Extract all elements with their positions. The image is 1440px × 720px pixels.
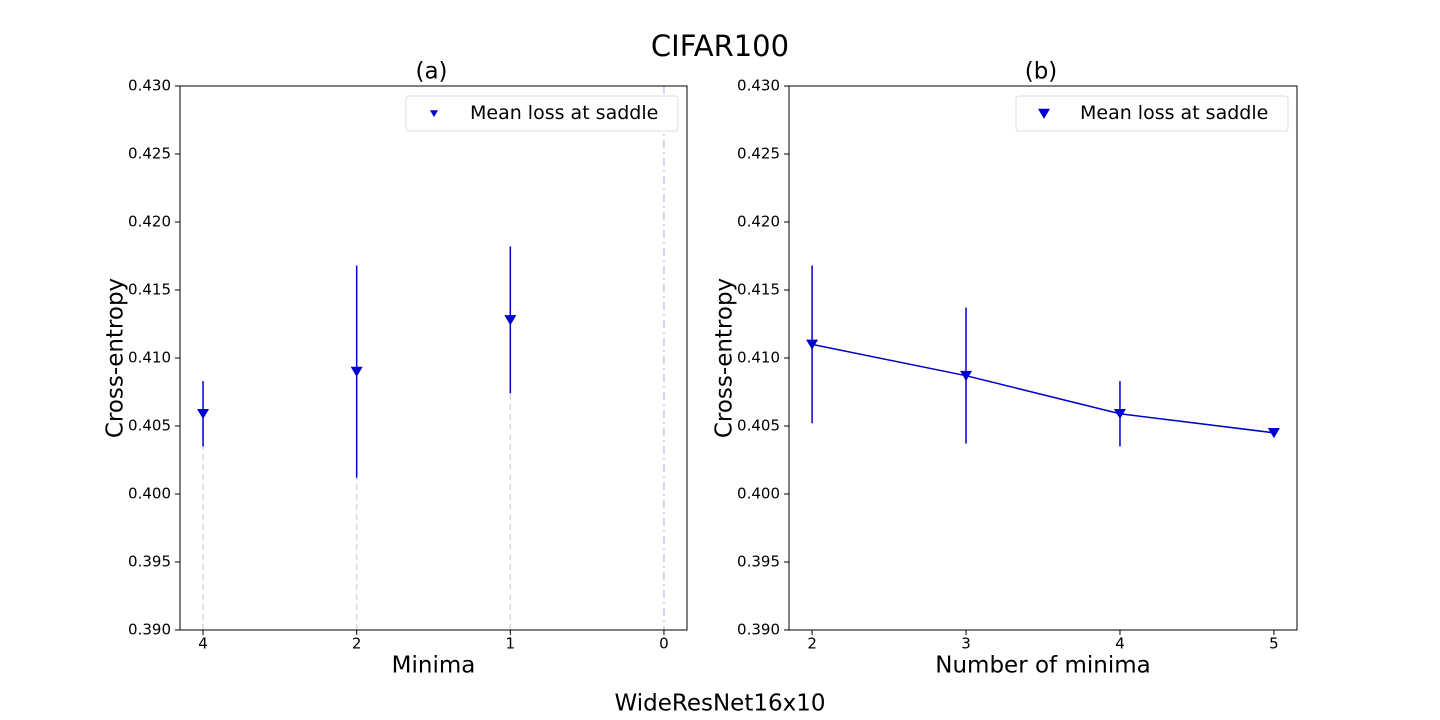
plot-frame: [179, 85, 688, 631]
x-tick-label: 4: [1115, 635, 1125, 653]
marker: [350, 366, 363, 377]
marker: [1113, 408, 1126, 420]
y-tick-label: 0.430: [737, 77, 780, 95]
marker: [197, 408, 210, 420]
marker: [806, 339, 819, 350]
legend-label: Mean loss at saddle: [1080, 102, 1268, 124]
x-tick-label: 5: [1269, 635, 1279, 653]
marker: [1267, 428, 1280, 439]
y-tick-label: 0.420: [128, 213, 171, 231]
y-axis-label: Cross-entropy: [103, 278, 129, 438]
y-tick-label: 0.415: [737, 281, 780, 299]
y-tick-label: 0.410: [128, 349, 171, 367]
legend-marker: [430, 110, 438, 118]
series-line: [811, 343, 1275, 434]
figure-title: CIFAR100: [651, 29, 789, 63]
x-tick-label: 2: [352, 635, 362, 653]
y-tick-label: 0.405: [737, 417, 780, 435]
legend-marker: [1038, 108, 1050, 119]
legend-box: [1015, 95, 1289, 132]
y-tick-label: 0.390: [128, 621, 171, 639]
figure-caption: WideResNet16x10: [615, 691, 826, 717]
y-tick-label: 0.415: [128, 281, 171, 299]
y-tick-label: 0.430: [128, 77, 171, 95]
x-tick-label: 0: [659, 635, 669, 653]
x-tick-label: 1: [506, 635, 516, 653]
x-axis-label: Number of minima: [935, 653, 1150, 679]
marker: [960, 370, 973, 382]
x-tick-label: 3: [961, 635, 971, 653]
marker: [504, 315, 517, 326]
y-tick-label: 0.395: [737, 553, 780, 571]
y-tick-label: 0.400: [128, 485, 171, 503]
y-tick-label: 0.425: [737, 145, 780, 163]
y-tick-label: 0.420: [737, 213, 780, 231]
y-tick-label: 0.390: [737, 621, 780, 639]
x-tick-label: 2: [807, 635, 817, 653]
y-tick-label: 0.405: [128, 417, 171, 435]
y-tick-label: 0.425: [128, 145, 171, 163]
y-tick-label: 0.410: [737, 349, 780, 367]
subplot-title: (b): [1025, 59, 1058, 85]
subplot-title: (a): [415, 59, 447, 85]
y-tick-label: 0.400: [737, 485, 780, 503]
plot-frame: [788, 85, 1298, 631]
legend-box: [405, 95, 679, 132]
legend-label: Mean loss at saddle: [470, 102, 658, 124]
y-axis-label: Cross-entropy: [712, 278, 738, 438]
y-tick-label: 0.395: [128, 553, 171, 571]
x-axis-label: Minima: [392, 653, 476, 679]
x-tick-label: 4: [198, 635, 208, 653]
